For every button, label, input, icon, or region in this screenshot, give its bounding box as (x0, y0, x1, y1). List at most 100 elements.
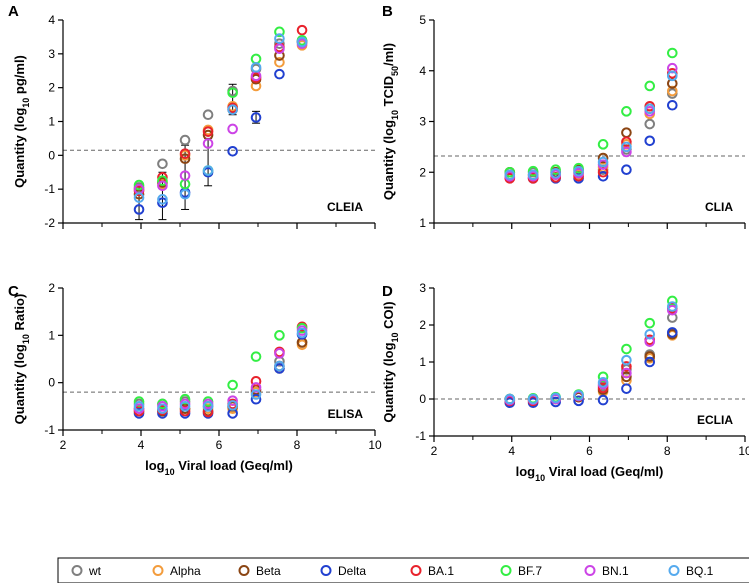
data-point-bn1 (621, 146, 632, 158)
y-tick-label: 5 (419, 13, 426, 27)
data-point-delta (133, 204, 145, 215)
y-tick-label: 0 (48, 148, 55, 162)
data-point-wt (274, 38, 285, 49)
data-point-bf7 (667, 47, 678, 59)
data-point-delta (644, 356, 656, 368)
data-point-bf7 (157, 175, 168, 187)
x-tick-label: 8 (664, 444, 671, 458)
data-point-bq1 (550, 167, 561, 179)
data-point-bq1 (621, 141, 632, 153)
data-point-bf7 (274, 26, 285, 38)
data-point-bf7 (133, 396, 145, 407)
x-axis-title-subscript: 10 (165, 467, 175, 477)
data-point-bf7 (597, 371, 609, 383)
panel-a: A -2 -1 0 1 2 3 4 Quantity (log10 pg/ml) CLEIA (8, 3, 376, 230)
data-point-bq1 (504, 169, 516, 181)
data-point-bq1 (504, 393, 516, 405)
data-point-delta (157, 197, 168, 208)
legend-label-bn1: BN.1 (602, 564, 629, 578)
data-point-bq1 (133, 192, 145, 203)
x-tick-label: 6 (216, 438, 223, 452)
x-tick-label: 6 (586, 444, 593, 458)
x-tick-label: 10 (738, 444, 749, 458)
x-tick-label: 2 (431, 444, 438, 458)
legend-label-wt: wt (88, 564, 102, 578)
y-axis-title-subscript: 10 (21, 334, 31, 344)
x-tick-label: 4 (508, 444, 515, 458)
data-point-ba1 (179, 405, 191, 417)
data-point-wt (202, 109, 214, 121)
y-tick-label: 2 (48, 281, 55, 295)
x-axis-title-text: log (145, 458, 165, 473)
y-axis-title: Quantity (log10 COI) (381, 301, 400, 422)
data-point-bn1 (227, 123, 238, 135)
x-axis-title-text: Viral load (Geq/ml) (545, 464, 663, 479)
data-point-ba1 (597, 382, 609, 394)
legend: wt Alpha Beta Delta BA.1 BF.7 BN.1 BQ.1 (57, 557, 749, 583)
data-point-delta (644, 135, 656, 147)
data-point-bq1 (250, 389, 262, 400)
assay-label: ELISA (328, 407, 364, 421)
y-tick-label: -1 (44, 182, 55, 196)
data-point-bf7 (527, 165, 539, 177)
y-tick-label: 1 (48, 115, 55, 129)
x-axis-title: log10 Viral load (Geq/ml) (516, 464, 664, 483)
data-point-beta (597, 152, 609, 164)
data-point-bq1 (179, 188, 191, 200)
panel-letter-a: A (8, 3, 19, 20)
y-axis-title-subscript: 50 (390, 66, 400, 76)
y-tick-label: 3 (419, 115, 426, 129)
data-point-bq1 (597, 377, 609, 388)
y-tick-label: 4 (48, 13, 55, 27)
data-point-bq1 (157, 194, 168, 205)
data-point-bq1 (573, 165, 584, 177)
data-point-bq1 (179, 401, 191, 412)
data-point-bf7 (644, 80, 656, 92)
data-point-delta (621, 164, 632, 176)
data-point-ba1 (202, 126, 214, 137)
data-point-bn1 (227, 395, 238, 406)
data-point-bn1 (667, 304, 678, 316)
data-point-ba1 (179, 148, 191, 159)
data-point-bq1 (527, 169, 539, 181)
y-tick-label: 1 (419, 355, 426, 369)
x-axis-title-text: Viral load (Geq/ml) (175, 458, 293, 473)
data-point-bq1 (274, 360, 285, 372)
data-point-bq1 (227, 400, 238, 411)
data-point-bq1 (202, 165, 214, 176)
x-axis-title-text: log (516, 464, 536, 479)
data-point-bn1 (157, 180, 168, 192)
y-tick-label: 2 (48, 81, 55, 95)
legend-marker-delta (320, 565, 332, 576)
data-point-bf7 (644, 317, 656, 329)
legend-label-bq1: BQ.1 (686, 564, 714, 578)
x-tick-label: 2 (60, 438, 67, 452)
legend-label-ba1: BA.1 (428, 564, 454, 578)
assay-label: CLIA (705, 200, 733, 214)
data-point-bq1 (133, 401, 145, 412)
data-point-bq1 (597, 156, 609, 168)
data-point-bq1 (227, 104, 238, 115)
data-point-delta (250, 112, 262, 123)
y-axis-title-text: Quantity (log (381, 342, 396, 422)
legend-marker-bn1 (584, 565, 596, 576)
data-point-bf7 (550, 164, 561, 176)
legend-label-beta: Beta (256, 564, 281, 578)
y-tick-label: 0 (48, 376, 55, 390)
y-axis-title-subscript: 10 (390, 332, 400, 342)
data-point-bq1 (250, 62, 262, 73)
data-point-bq1 (573, 390, 584, 401)
y-axis-title-text: TCID (381, 76, 396, 110)
data-point-delta (597, 394, 609, 406)
legend-label-bf7: BF.7 (518, 564, 542, 578)
y-axis-title-text: Ratio) (12, 294, 27, 334)
data-point-bq1 (296, 36, 308, 48)
y-axis-title-text: /ml) (381, 43, 396, 66)
data-point-delta (597, 171, 609, 182)
x-tick-label: 4 (138, 438, 145, 452)
panel-letter-d: D (382, 283, 393, 300)
panel-letter-c: C (8, 283, 19, 300)
data-point-delta (621, 383, 632, 394)
